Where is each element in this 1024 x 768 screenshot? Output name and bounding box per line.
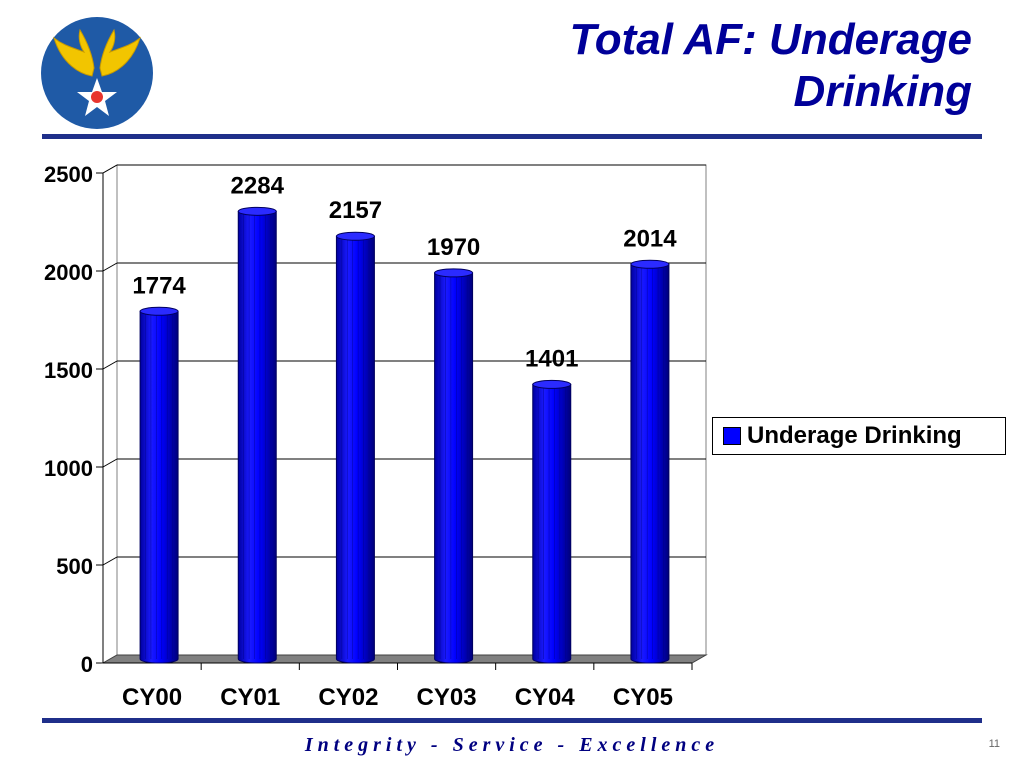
bar-cy05 [630,263,670,664]
legend-label: Underage Drinking [747,422,962,449]
gridline-side [102,164,118,174]
bar-cy03 [434,272,474,664]
bar-top [139,306,179,316]
x-tick-label: CY02 [318,684,378,710]
gridline-side [102,262,118,272]
y-tick-label: 500 [56,554,93,579]
bar-cy00 [139,310,179,664]
gridline-side [102,360,118,370]
bar-top [532,379,572,389]
top-divider [42,134,982,139]
y-tick-label: 0 [81,652,93,677]
gridline-side [102,556,118,566]
x-tick-label: CY04 [515,684,576,710]
slide-title: Total AF: Underage Drinking [372,14,972,118]
title-line-1: Total AF: Underage [569,15,972,64]
bar-top [237,206,277,216]
chart-legend: Underage Drinking [712,417,1006,455]
x-tick-label: CY01 [220,684,280,710]
x-tick-label: CY03 [417,684,477,710]
slide-number: 11 [988,738,1000,750]
data-label: 1401 [525,345,578,372]
gridline-side [102,458,118,468]
bar-chart: 0 500 1000 1500 2000 2500 1774 CY00 2284 CY01 2157… [44,162,708,710]
data-label: 1970 [427,234,480,261]
footer-motto: Integrity - Service - Excellence [304,734,720,756]
y-tick-label: 1000 [44,456,93,481]
title-line-2: Drinking [793,67,972,116]
bottom-divider [42,718,982,723]
plot-floor [101,654,708,664]
army-air-corps-logo [41,17,153,129]
star-icon [77,78,117,116]
logo-circle [41,17,153,129]
bar-top [630,259,670,269]
data-label: 1774 [132,272,186,299]
bar-cy04 [532,383,572,664]
data-label: 2014 [623,225,677,252]
bar-top [335,231,375,241]
data-label: 2157 [329,197,382,224]
plot-back-wall [116,164,707,656]
wings-icon [53,28,141,77]
y-tick-label: 2000 [44,260,93,285]
y-tick-label: 1500 [44,358,93,383]
data-label: 2284 [231,172,285,199]
legend-swatch [723,427,741,445]
plot-side-wall [102,164,118,664]
bar-top [434,268,474,278]
x-tick-label: CY05 [613,684,673,710]
bar-cy01 [237,210,277,664]
x-tick-label: CY00 [122,684,182,710]
bar-cy02 [335,235,375,664]
y-tick-label: 2500 [44,162,93,187]
